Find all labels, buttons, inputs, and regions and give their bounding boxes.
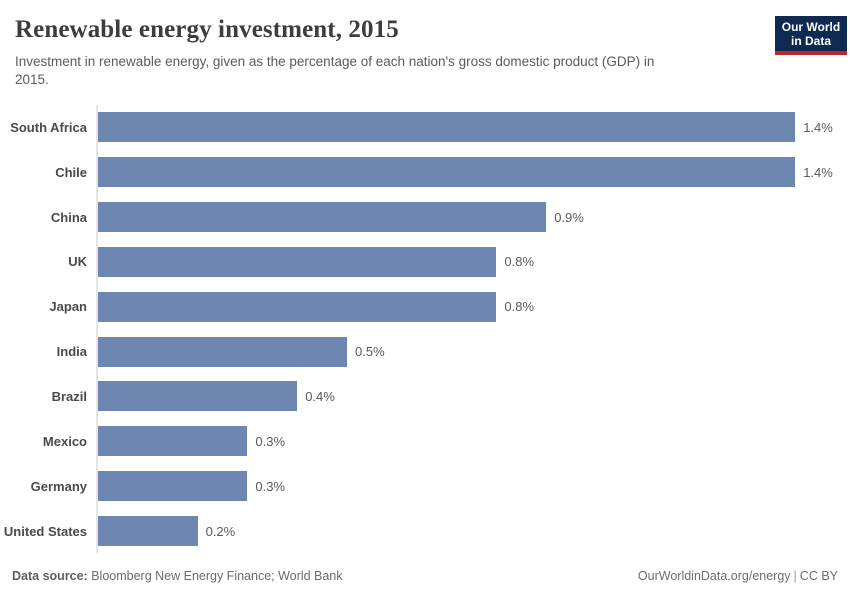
chart-row: China 0.9%: [0, 194, 850, 240]
bar[interactable]: [98, 112, 796, 143]
chart-row: Japan 0.8%: [0, 284, 850, 330]
bar[interactable]: [98, 291, 497, 322]
subtitle-line-2: 2015.: [15, 71, 49, 87]
chart-subtitle: Investment in renewable energy, given as…: [15, 53, 755, 88]
chart-row: UK 0.8%: [0, 239, 850, 285]
value-label: 0.9%: [554, 209, 584, 225]
category-label: Chile: [55, 164, 87, 180]
category-label: Mexico: [42, 433, 87, 449]
bar[interactable]: [98, 336, 347, 367]
bar[interactable]: [98, 426, 248, 457]
chart-row: Brazil 0.4%: [0, 374, 850, 419]
bar[interactable]: [98, 516, 198, 547]
plot-area: 0.8%: [96, 284, 850, 330]
footer-attribution: OurWorldinData.org/energy | CC BY: [638, 569, 838, 583]
owid-logo-line-1: Our World: [781, 20, 841, 34]
owid-url-link[interactable]: OurWorldinData.org/energy: [637, 569, 791, 583]
subtitle-line-1: Investment in renewable energy, given as…: [15, 54, 655, 69]
chart-footer: Data source: Bloomberg New Energy Financ…: [0, 569, 850, 583]
value-label: 0.5%: [355, 344, 385, 360]
owid-logo-line-2: in Data: [790, 34, 831, 48]
chart-row: India 0.5%: [0, 329, 850, 375]
bar[interactable]: [98, 246, 497, 277]
value-label: 0.3%: [255, 478, 286, 494]
data-source-label: Data source:: [12, 569, 88, 583]
category-label: Japan: [49, 299, 87, 315]
chart-row: United States 0.2%: [0, 508, 850, 554]
category-label: UK: [68, 254, 87, 270]
bar[interactable]: [98, 471, 248, 502]
data-source: Data source: Bloomberg New Energy Financ…: [12, 569, 342, 583]
category-label: South Africa: [10, 119, 87, 135]
plot-area: 0.4%: [96, 374, 850, 419]
owid-logo-box: Our World in Data: [775, 16, 847, 51]
plot-area: 0.3%: [96, 418, 850, 464]
owid-logo-stripe: [775, 51, 847, 55]
value-label: 0.8%: [504, 299, 535, 315]
category-label: China: [50, 209, 87, 225]
license-label: CC BY: [799, 569, 838, 583]
footer-separator: |: [793, 569, 797, 583]
value-label: 0.4%: [305, 388, 335, 404]
value-label: 0.3%: [255, 433, 286, 449]
bar-rows: South Africa 1.4% Chile 1.4% China 0.9% UK 0.8%…: [0, 105, 850, 554]
plot-area: 0.5%: [96, 329, 850, 375]
chart-row: Germany 0.3%: [0, 463, 850, 509]
plot-area: 1.4%: [96, 149, 850, 195]
plot-area: 0.3%: [96, 463, 850, 509]
category-label: Germany: [30, 478, 87, 494]
chart-header: Renewable energy investment, 2015 Invest…: [0, 0, 850, 88]
bar-chart: South Africa 1.4% Chile 1.4% China 0.9% UK 0.8%…: [0, 105, 850, 554]
category-label: Brazil: [51, 388, 87, 404]
data-source-text: Bloomberg New Energy Finance; World Bank: [87, 569, 343, 583]
bar[interactable]: [98, 202, 547, 233]
plot-area: 0.9%: [96, 194, 850, 240]
chart-row: South Africa 1.4%: [0, 105, 850, 150]
value-label: 1.4%: [803, 119, 833, 135]
category-label: United States: [3, 523, 87, 539]
owid-logo[interactable]: Our World in Data: [775, 16, 847, 55]
bar[interactable]: [98, 381, 298, 412]
value-label: 0.2%: [205, 523, 236, 539]
page-title: Renewable energy investment, 2015: [15, 16, 399, 43]
plot-area: 0.8%: [96, 239, 850, 285]
value-label: 0.8%: [504, 254, 535, 270]
plot-area: 0.2%: [96, 508, 850, 554]
plot-area: 1.4%: [96, 105, 850, 150]
chart-row: Mexico 0.3%: [0, 418, 850, 464]
bar[interactable]: [98, 157, 796, 188]
chart-row: Chile 1.4%: [0, 149, 850, 195]
category-label: India: [56, 344, 87, 360]
value-label: 1.4%: [803, 164, 833, 180]
